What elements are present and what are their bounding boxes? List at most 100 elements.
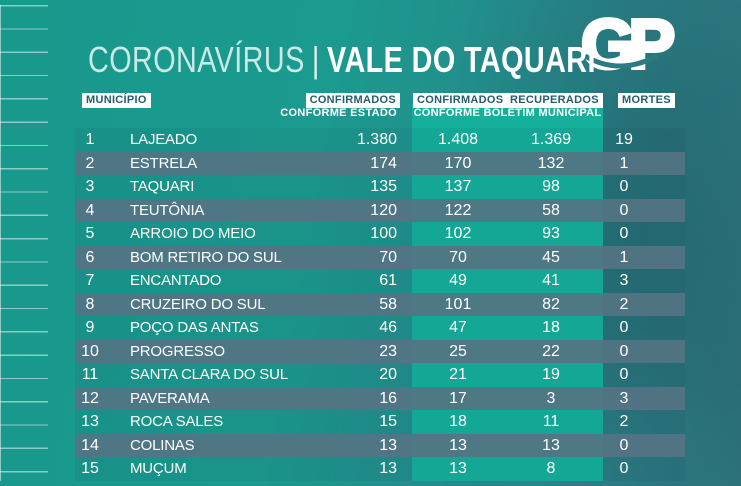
municipality-cell: ESTRELA [130,154,197,172]
table-row: 9 POÇO DAS ANTAS 46 47 18 0 [0,316,741,340]
confirmados-municipal-cell: 13 [449,436,467,454]
rank-cell: 5 [85,225,95,243]
confirmados-estado-cell: 70 [379,248,397,266]
rank-cell: 11 [81,366,99,384]
title-coronavirus: CORONAVÍRUS [88,39,305,80]
confirmados-estado-cell: 16 [379,389,397,407]
confirmados-municipal-cell: 25 [449,342,467,360]
confirmados-estado-cell: 1.380 [356,131,397,148]
confirmados-estado-cell: 13 [379,436,397,454]
recuperados-cell: 98 [542,178,560,196]
ruled-lines-decoration [0,5,48,481]
municipality-cell: POÇO DAS ANTAS [130,319,259,337]
confirmados-estado-cell: 20 [379,366,397,384]
mortes-cell: 0 [619,366,629,384]
title-divider: | [311,39,320,80]
table-row: 13 ROCA SALES 15 18 11 2 [0,410,741,434]
table-row: 8 CRUZEIRO DO SUL 58 101 82 2 [0,292,741,317]
mortes-cell: 0 [619,319,629,337]
mortes-cell: 3 [619,389,629,407]
confirmados-estado-cell: 15 [379,413,397,431]
rank-cell: 8 [85,295,95,313]
table-row: 12 PAVERAMA 16 17 3 3 [0,386,741,411]
mortes-cell: 0 [619,342,629,360]
column-header-municipio: MUNICÍPIO [82,93,151,109]
confirmados-municipal-cell: 70 [449,248,467,266]
subheader-conforme-boletim-municipal: CONFORME BOLETIM MUNICIPAL [413,107,602,119]
municipality-cell: ARROIO DO MEIO [130,225,256,243]
rank-cell: 2 [85,154,95,172]
confirmados-estado-cell: 61 [379,272,397,290]
column-header-confirmados-municipal: CONFIRMADOS [413,93,508,109]
page-title: CORONAVÍRUS | VALE DO TAQUARI [88,42,596,78]
confirmados-municipal-cell: 122 [444,201,472,219]
mortes-cell: 2 [619,295,629,313]
rank-cell: 1 [85,131,95,148]
column-header-mortes: MORTES [618,93,675,109]
rank-cell: 7 [85,272,95,290]
municipality-cell: TAQUARI [130,178,195,196]
recuperados-cell: 18 [542,319,560,337]
mortes-cell: 3 [619,272,629,290]
confirmados-municipal-cell: 18 [449,413,467,431]
confirmados-municipal-cell: 17 [449,389,467,407]
recuperados-cell: 45 [542,248,560,266]
mortes-cell: 2 [619,413,629,431]
table-row: 11 SANTA CLARA DO SUL 20 21 19 0 [0,363,741,387]
rank-cell: 10 [81,342,99,360]
confirmados-municipal-cell: 47 [449,319,467,337]
confirmados-municipal-cell: 1.408 [437,131,479,148]
table-row: 2 ESTRELA 174 170 132 1 [0,151,741,176]
municipality-cell: CRUZEIRO DO SUL [130,295,266,313]
table-row: 3 TAQUARI 135 137 98 0 [0,175,741,199]
recuperados-cell: 93 [542,225,560,243]
table-row: 1 LAJEADO 1.380 1.408 1.369 19 [0,128,741,152]
confirmados-estado-cell: 100 [370,225,397,243]
municipality-cell: MUÇUM [130,460,187,478]
confirmados-municipal-cell: 21 [449,366,467,384]
mortes-cell: 19 [615,131,633,148]
confirmados-estado-cell: 13 [379,460,397,478]
table-row: 7 ENCANTADO 61 49 41 3 [0,269,741,293]
table-row: 4 TEUTÔNIA 120 122 58 0 [0,198,741,223]
table-rows: 1 LAJEADO 1.380 1.408 1.369 19 2 ESTRELA… [0,128,741,481]
confirmados-estado-cell: 23 [379,342,397,360]
confirmados-estado-cell: 135 [370,178,397,196]
confirmados-municipal-cell: 49 [449,272,467,290]
title-region: VALE DO TAQUARI [326,39,596,80]
column-header-confirmados-estado: CONFIRMADOS [305,93,400,109]
confirmados-estado-cell: 58 [379,295,397,313]
rank-cell: 3 [85,178,95,196]
recuperados-cell: 132 [537,154,565,172]
mortes-cell: 1 [619,154,629,172]
recuperados-cell: 22 [542,342,560,360]
municipality-cell: SANTA CLARA DO SUL [130,366,288,384]
recuperados-cell: 82 [542,295,560,313]
rank-cell: 6 [85,248,95,266]
table-row: 5 ARROIO DO MEIO 100 102 93 0 [0,222,741,246]
municipality-cell: PROGRESSO [130,342,225,360]
recuperados-cell: 1.369 [530,131,572,148]
gp-logo-swoosh [583,53,659,69]
mortes-cell: 0 [619,436,629,454]
table-row: 14 COLINAS 13 13 13 0 [0,433,741,458]
table-row: 6 BOM RETIRO DO SUL 70 70 45 1 [0,245,741,270]
confirmados-municipal-cell: 101 [444,295,472,313]
rank-cell: 9 [85,319,95,337]
confirmados-estado-cell: 46 [379,319,397,337]
confirmados-municipal-cell: 13 [449,460,467,478]
mortes-cell: 0 [619,460,629,478]
confirmados-municipal-cell: 102 [444,225,472,243]
municipality-cell: COLINAS [130,436,195,454]
municipality-cell: TEUTÔNIA [130,201,205,219]
rank-cell: 4 [85,201,95,219]
municipality-cell: PAVERAMA [130,389,210,407]
confirmados-estado-cell: 174 [370,154,397,172]
recuperados-cell: 3 [546,389,556,407]
municipality-cell: ENCANTADO [130,272,222,290]
gp-logo: GP [579,4,682,82]
recuperados-cell: 58 [542,201,560,219]
rank-cell: 13 [81,413,99,431]
rank-cell: 12 [81,389,99,407]
